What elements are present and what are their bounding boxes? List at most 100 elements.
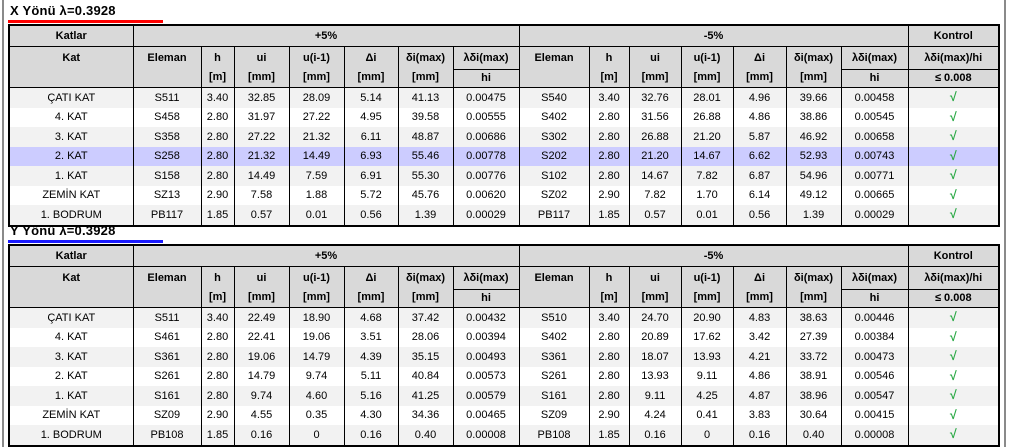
cell-eleman-plus[interactable]: PB108 xyxy=(132,425,202,446)
cell-kontrol[interactable]: √ xyxy=(907,307,1000,328)
cell-eleman-plus[interactable]: PB117 xyxy=(132,205,202,226)
cell-delta-plus[interactable]: 6.11 xyxy=(343,127,399,147)
cell-delta-minus[interactable]: 3.83 xyxy=(732,405,787,425)
cell-driftratio-minus[interactable]: 0.00458 xyxy=(840,87,909,108)
cell-uprev-plus[interactable]: 0 xyxy=(288,425,345,446)
header-uprev-plus[interactable]: u(i-1) [mm] xyxy=(288,46,345,88)
cell-delta-minus[interactable]: 3.42 xyxy=(732,327,787,347)
header-deltamax-plus[interactable]: δi(max) [mm] xyxy=(397,266,454,308)
cell-h-plus[interactable]: 2.80 xyxy=(200,366,235,386)
cell-uprev-plus[interactable]: 28.09 xyxy=(288,87,345,108)
cell-h-minus[interactable]: 2.80 xyxy=(588,347,630,367)
cell-ui-minus[interactable]: 7.82 xyxy=(628,185,682,205)
cell-uprev-minus[interactable]: 20.90 xyxy=(680,307,734,328)
cell-deltamax-minus[interactable]: 30.64 xyxy=(785,405,842,425)
cell-ui-minus[interactable]: 31.56 xyxy=(628,107,682,127)
cell-ui-plus[interactable]: 14.49 xyxy=(233,166,290,186)
cell-kat[interactable]: 1. KAT xyxy=(8,166,134,186)
cell-deltamax-minus[interactable]: 0.40 xyxy=(785,425,842,446)
header-plus5-group[interactable]: +5% xyxy=(132,244,520,267)
header-delta-minus[interactable]: Δi [mm] xyxy=(732,46,787,88)
cell-uprev-minus[interactable]: 4.25 xyxy=(680,386,734,406)
cell-delta-plus[interactable]: 3.51 xyxy=(343,327,399,347)
cell-kat[interactable]: ÇATI KAT xyxy=(8,307,134,328)
cell-eleman-minus[interactable]: S161 xyxy=(518,386,590,406)
cell-driftratio-minus[interactable]: 0.00008 xyxy=(840,425,909,446)
cell-ui-minus[interactable]: 4.24 xyxy=(628,405,682,425)
cell-delta-minus[interactable]: 4.83 xyxy=(732,307,787,328)
cell-deltamax-minus[interactable]: 54.96 xyxy=(785,166,842,186)
cell-uprev-minus[interactable]: 14.67 xyxy=(680,146,734,166)
cell-kat[interactable]: 4. KAT xyxy=(8,107,134,127)
cell-delta-minus[interactable]: 4.87 xyxy=(732,386,787,406)
header-ui-plus[interactable]: ui [mm] xyxy=(233,266,290,308)
cell-uprev-plus[interactable]: 14.79 xyxy=(288,347,345,367)
cell-h-minus[interactable]: 2.80 xyxy=(588,146,630,166)
cell-driftratio-plus[interactable]: 0.00573 xyxy=(452,366,520,386)
cell-eleman-minus[interactable]: S302 xyxy=(518,127,590,147)
cell-delta-plus[interactable]: 5.14 xyxy=(343,87,399,108)
cell-eleman-plus[interactable]: S158 xyxy=(132,166,202,186)
cell-kat[interactable]: 1. KAT xyxy=(8,386,134,406)
cell-deltamax-minus[interactable]: 33.72 xyxy=(785,347,842,367)
cell-driftratio-minus[interactable]: 0.00665 xyxy=(840,185,909,205)
cell-eleman-plus[interactable]: S261 xyxy=(132,366,202,386)
cell-h-plus[interactable]: 1.85 xyxy=(200,425,235,446)
cell-ui-plus[interactable]: 4.55 xyxy=(233,405,290,425)
header-ui-plus[interactable]: ui [mm] xyxy=(233,46,290,88)
cell-driftratio-minus[interactable]: 0.00029 xyxy=(840,205,909,226)
header-kontrol-group[interactable]: Kontrol xyxy=(907,24,1000,47)
cell-delta-minus[interactable]: 5.87 xyxy=(732,127,787,147)
cell-ui-minus[interactable]: 20.89 xyxy=(628,327,682,347)
cell-ui-minus[interactable]: 0.57 xyxy=(628,205,682,226)
y-direction-title[interactable]: Y Yönü λ=0.3928 xyxy=(8,221,163,243)
header-delta-plus[interactable]: Δi [mm] xyxy=(343,266,399,308)
cell-kontrol[interactable]: √ xyxy=(907,107,1000,127)
cell-driftratio-minus[interactable]: 0.00473 xyxy=(840,347,909,367)
cell-kat[interactable]: 1. BODRUM xyxy=(8,425,134,446)
cell-uprev-plus[interactable]: 18.90 xyxy=(288,307,345,328)
cell-kontrol[interactable]: √ xyxy=(907,327,1000,347)
cell-driftratio-minus[interactable]: 0.00771 xyxy=(840,166,909,186)
header-driftratio-plus[interactable]: λδi(max) hi xyxy=(452,266,520,308)
cell-uprev-minus[interactable]: 21.20 xyxy=(680,127,734,147)
header-uprev-minus[interactable]: u(i-1) [mm] xyxy=(680,46,734,88)
cell-eleman-minus[interactable]: PB117 xyxy=(518,205,590,226)
cell-h-minus[interactable]: 2.80 xyxy=(588,366,630,386)
cell-delta-plus[interactable]: 5.72 xyxy=(343,185,399,205)
cell-ui-minus[interactable]: 21.20 xyxy=(628,146,682,166)
cell-deltamax-minus[interactable]: 27.39 xyxy=(785,327,842,347)
cell-deltamax-minus[interactable]: 39.66 xyxy=(785,87,842,108)
cell-driftratio-plus[interactable]: 0.00776 xyxy=(452,166,520,186)
cell-delta-minus[interactable]: 6.87 xyxy=(732,166,787,186)
cell-delta-plus[interactable]: 6.91 xyxy=(343,166,399,186)
cell-eleman-minus[interactable]: PB108 xyxy=(518,425,590,446)
cell-eleman-minus[interactable]: S361 xyxy=(518,347,590,367)
header-plus5-group[interactable]: +5% xyxy=(132,24,520,47)
cell-ui-plus[interactable]: 21.32 xyxy=(233,146,290,166)
cell-delta-plus[interactable]: 0.16 xyxy=(343,425,399,446)
header-minus5-group[interactable]: -5% xyxy=(518,24,909,47)
cell-eleman-minus[interactable]: SZ09 xyxy=(518,405,590,425)
cell-eleman-plus[interactable]: S258 xyxy=(132,146,202,166)
cell-kat[interactable]: 4. KAT xyxy=(8,327,134,347)
cell-kontrol[interactable]: √ xyxy=(907,347,1000,367)
cell-ui-minus[interactable]: 14.67 xyxy=(628,166,682,186)
cell-kontrol[interactable]: √ xyxy=(907,205,1000,226)
cell-h-plus[interactable]: 2.80 xyxy=(200,146,235,166)
cell-kat[interactable]: ZEMİN KAT xyxy=(8,185,134,205)
cell-driftratio-plus[interactable]: 0.00686 xyxy=(452,127,520,147)
cell-delta-minus[interactable]: 4.86 xyxy=(732,107,787,127)
cell-h-plus[interactable]: 2.80 xyxy=(200,386,235,406)
header-deltamax-minus[interactable]: δi(max) [mm] xyxy=(785,266,842,308)
cell-ui-minus[interactable]: 13.93 xyxy=(628,366,682,386)
cell-kontrol[interactable]: √ xyxy=(907,127,1000,147)
cell-ui-minus[interactable]: 18.07 xyxy=(628,347,682,367)
cell-driftratio-plus[interactable]: 0.00579 xyxy=(452,386,520,406)
cell-uprev-minus[interactable]: 1.70 xyxy=(680,185,734,205)
cell-eleman-plus[interactable]: S161 xyxy=(132,386,202,406)
cell-ui-minus[interactable]: 0.16 xyxy=(628,425,682,446)
cell-eleman-plus[interactable]: S511 xyxy=(132,87,202,108)
header-kontrol-group[interactable]: Kontrol xyxy=(907,244,1000,267)
cell-driftratio-minus[interactable]: 0.00415 xyxy=(840,405,909,425)
